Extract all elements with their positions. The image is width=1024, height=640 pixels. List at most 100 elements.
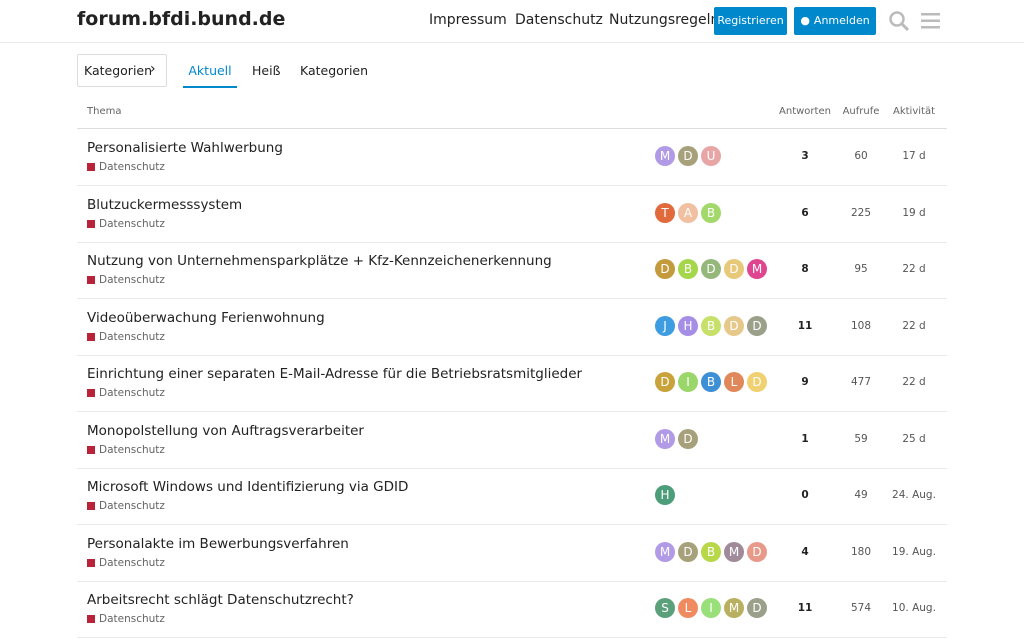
avatar[interactable]: M [724, 541, 744, 562]
avatar[interactable]: D [678, 146, 698, 166]
column-header[interactable]: Aufrufe [842, 106, 880, 117]
avatar[interactable]: H [678, 315, 698, 336]
activity: 19. Aug. [892, 545, 936, 558]
activity: 19 d [902, 206, 926, 219]
avatar[interactable]: D [678, 428, 698, 449]
replies: 1 [801, 432, 809, 445]
avatar[interactable]: M [655, 428, 675, 449]
topic-row[interactable]: Nutzung von Unternehmensparkplätze + Kfz… [77, 242, 947, 299]
avatar[interactable]: D [747, 598, 767, 618]
topic-row[interactable]: Blutzuckermesssystem Datenschutz T A B 6 225 19… [77, 186, 947, 243]
avatar[interactable]: A [678, 202, 698, 223]
activity: 22 d [902, 376, 926, 388]
topic-title[interactable]: Arbeitsrecht schlägt Datenschutzrecht? [87, 592, 354, 608]
topic-title[interactable]: Monopolstellung von Auftragsverarbeiter [87, 422, 364, 439]
category-badge [87, 332, 95, 341]
topic-row[interactable]: Videoüberwachung Ferienwohnung Datenschut… [77, 299, 947, 356]
category-name[interactable]: Datenschutz [99, 387, 165, 399]
avatar[interactable]: M [655, 146, 675, 166]
replies: 11 [797, 602, 813, 614]
topic-title[interactable]: Einrichtung einer separaten E-Mail-Adres… [87, 366, 583, 382]
views: 477 [850, 376, 872, 388]
login-label: Anmelden [813, 14, 870, 27]
topic-row[interactable]: Monopolstellung von Auftragsverarbeiter D… [77, 412, 947, 469]
dropdown-label: Kategorien [84, 63, 153, 78]
column-header[interactable]: Aktivität [893, 106, 935, 117]
categories-dropdown[interactable]: Kategorien › [77, 54, 167, 87]
replies: 8 [801, 263, 809, 275]
avatar[interactable]: B [678, 259, 698, 279]
category-badge [87, 502, 95, 510]
views: 60 [854, 150, 868, 162]
topic-title[interactable]: Personalakte im Bewerbungsverfahren [87, 535, 349, 552]
menu-icon[interactable] [921, 12, 941, 30]
column-header[interactable]: Thema [87, 106, 122, 117]
topic-row[interactable]: Microsoft Windows und Identifizierung vi… [77, 468, 947, 525]
category-name[interactable]: Datenschutz [99, 161, 165, 173]
avatar[interactable]: U [701, 146, 721, 166]
avatar[interactable]: J [655, 315, 675, 336]
avatar[interactable]: D [724, 259, 744, 279]
topic-row[interactable]: Arbeitsrecht schlägt Datenschutzrecht? Da… [77, 581, 947, 638]
avatar[interactable]: D [747, 372, 767, 392]
nav-link[interactable]: Datenschutz [515, 12, 603, 28]
category-name[interactable]: Datenschutz [99, 613, 165, 625]
avatar[interactable]: D [747, 541, 767, 562]
avatar[interactable]: M [747, 259, 767, 279]
category-badge [87, 615, 95, 623]
category-name[interactable]: Datenschutz [99, 274, 165, 286]
activity: 22 d [902, 263, 926, 275]
topic-title[interactable]: Nutzung von Unternehmensparkplätze + Kfz… [87, 253, 552, 269]
avatar[interactable]: D [701, 259, 721, 279]
tab[interactable]: Heiß [252, 63, 281, 78]
category-name[interactable]: Datenschutz [99, 500, 165, 512]
nav-link[interactable]: Impressum [429, 12, 507, 28]
login-button[interactable]: ● Anmelden [794, 7, 876, 35]
tab[interactable]: Kategorien [300, 63, 369, 78]
avatar[interactable]: H [655, 485, 675, 505]
views: 59 [854, 432, 868, 445]
topic-title[interactable]: Personalisierte Wahlwerbung [87, 140, 283, 156]
category-name[interactable]: Datenschutz [99, 217, 165, 230]
topic-row[interactable]: Personalisierte Wahlwerbung Datenschutz M D… [77, 129, 947, 186]
avatar[interactable]: M [655, 541, 675, 562]
avatar[interactable]: L [678, 598, 698, 618]
category-name[interactable]: Datenschutz [99, 556, 165, 569]
topic-title[interactable]: Videoüberwachung Ferienwohnung [87, 309, 325, 326]
avatar[interactable]: S [655, 598, 675, 618]
category-badge [87, 389, 95, 397]
register-button[interactable]: Registrieren [714, 7, 787, 35]
avatar[interactable]: B [701, 315, 721, 336]
avatar[interactable]: B [701, 202, 721, 223]
avatar[interactable]: I [701, 598, 721, 618]
avatar[interactable]: T [655, 202, 675, 223]
activity: 24. Aug. [892, 489, 936, 501]
avatar[interactable]: D [678, 541, 698, 562]
topic-row[interactable]: Einrichtung einer separaten E-Mail-Adres… [77, 355, 947, 412]
avatar[interactable]: L [724, 372, 744, 392]
category-badge [87, 219, 95, 228]
nav-link[interactable]: Nutzungsregeln [609, 12, 720, 28]
avatar[interactable]: B [701, 372, 721, 392]
category-name[interactable]: Datenschutz [99, 443, 165, 456]
category-badge [87, 276, 95, 284]
category-name[interactable]: Datenschutz [99, 330, 165, 343]
avatar[interactable]: D [655, 259, 675, 279]
avatar[interactable]: D [655, 372, 675, 392]
search-icon[interactable] [888, 10, 910, 32]
avatar[interactable]: B [701, 541, 721, 562]
avatar[interactable]: D [724, 315, 744, 336]
site-title[interactable]: forum.bfdi.bund.de [77, 8, 286, 30]
topic-row[interactable]: Personalakte im Bewerbungsverfahren Daten… [77, 525, 947, 582]
topic-title[interactable]: Microsoft Windows und Identifizierung vi… [87, 479, 409, 495]
tab-active[interactable]: Aktuell [183, 63, 237, 88]
avatar[interactable]: M [724, 598, 744, 618]
avatar[interactable]: I [678, 372, 698, 392]
topic-title[interactable]: Blutzuckermesssystem [87, 196, 243, 213]
replies: 9 [801, 376, 809, 388]
column-header[interactable]: Antworten [779, 106, 831, 117]
activity: 25 d [902, 432, 926, 445]
avatar[interactable]: D [747, 315, 767, 336]
views: 49 [854, 489, 868, 501]
